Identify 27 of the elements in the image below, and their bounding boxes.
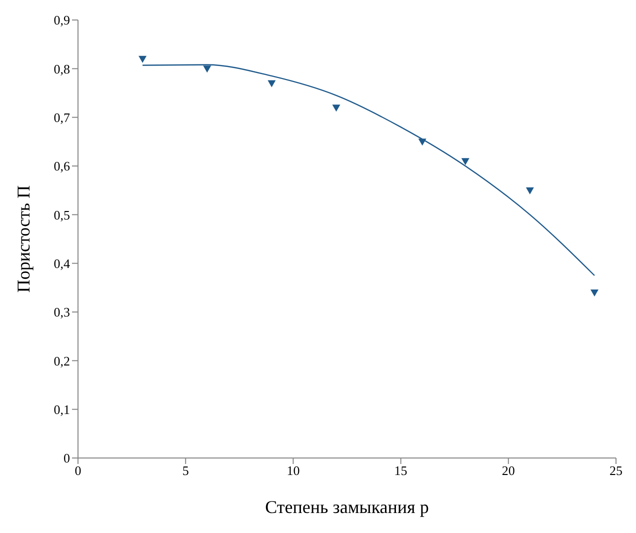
point (332, 104, 340, 112)
x-tick-label: 25 (610, 463, 622, 478)
point (461, 158, 470, 166)
x-tick-label: 15 (394, 463, 408, 478)
y-tick-label: 0,5 (54, 207, 70, 222)
line-series (142, 64, 596, 276)
x-tick-label: 5 (182, 463, 189, 478)
y-axis-title: Пористость П (13, 185, 34, 293)
point (590, 290, 598, 297)
y-tick-label: 0,3 (54, 304, 70, 320)
point (138, 56, 147, 63)
x-tick-label: 10 (286, 463, 300, 478)
y-tick-label: 0,1 (54, 402, 70, 417)
x-tick-label: 0 (74, 463, 82, 478)
y-tick-label: 0 (64, 450, 70, 466)
y-tick-label: 0,2 (54, 353, 70, 368)
y-tick-label: 0,6 (54, 158, 70, 174)
point (268, 80, 276, 88)
y-tick-label: 0,8 (54, 61, 70, 76)
point (203, 66, 212, 73)
x-tick-label: 20 (502, 463, 515, 478)
y-tick-label: 0,7 (54, 110, 70, 125)
y-tick-label: 0,4 (54, 256, 70, 271)
x-axis-title: Степень замыкания p (265, 497, 429, 517)
y-tick-label: 0,9 (54, 12, 70, 28)
point (418, 138, 426, 146)
point (526, 187, 534, 194)
